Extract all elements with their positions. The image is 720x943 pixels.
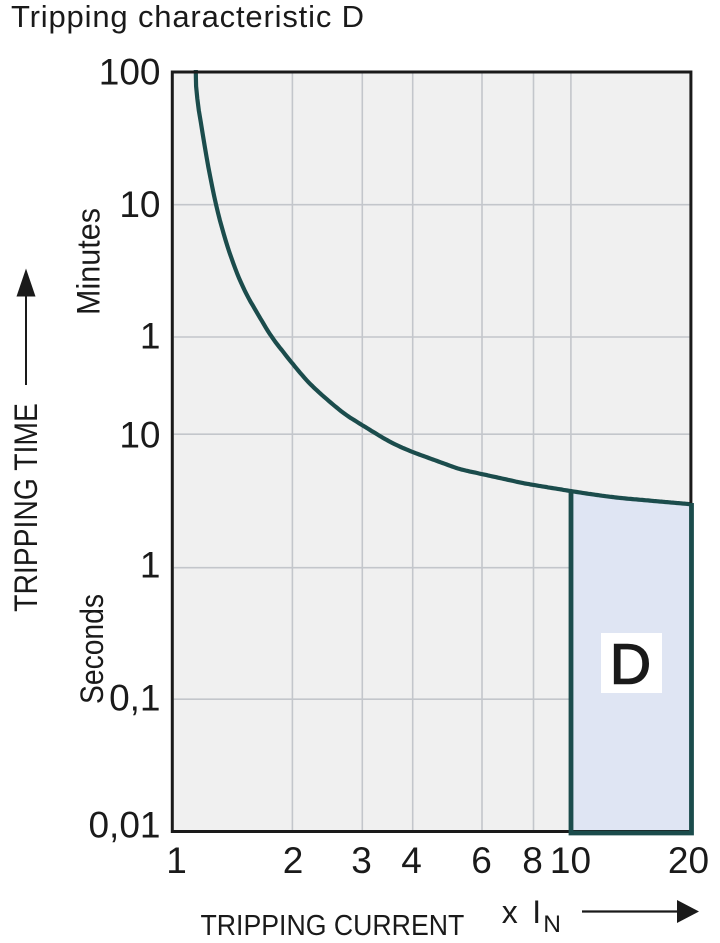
svg-text:10: 10 [550,840,591,881]
svg-text:Minutes: Minutes [71,208,107,315]
svg-text:10: 10 [119,414,160,455]
svg-text:1: 1 [140,315,161,356]
svg-text:TRIPPING CURRENT: TRIPPING CURRENT [201,909,465,941]
svg-text:I: I [532,894,541,930]
svg-text:4: 4 [401,840,422,881]
svg-text:Seconds: Seconds [75,594,110,704]
svg-text:0,01: 0,01 [88,804,160,845]
svg-text:1: 1 [166,840,187,881]
svg-text:20: 20 [668,840,709,881]
svg-text:D: D [610,633,651,697]
svg-text:10: 10 [119,184,160,225]
svg-text:1: 1 [140,544,161,585]
svg-text:Tripping characteristic D: Tripping characteristic D [11,0,364,34]
svg-text:x: x [502,894,518,930]
svg-text:2: 2 [283,840,304,881]
svg-text:3: 3 [351,840,372,881]
svg-text:0,1: 0,1 [109,677,160,718]
svg-text:100: 100 [99,51,161,92]
svg-text:6: 6 [471,840,492,881]
svg-text:8: 8 [522,840,543,881]
svg-text:TRIPPING TIME: TRIPPING TIME [10,403,45,612]
svg-text:N: N [543,911,561,938]
